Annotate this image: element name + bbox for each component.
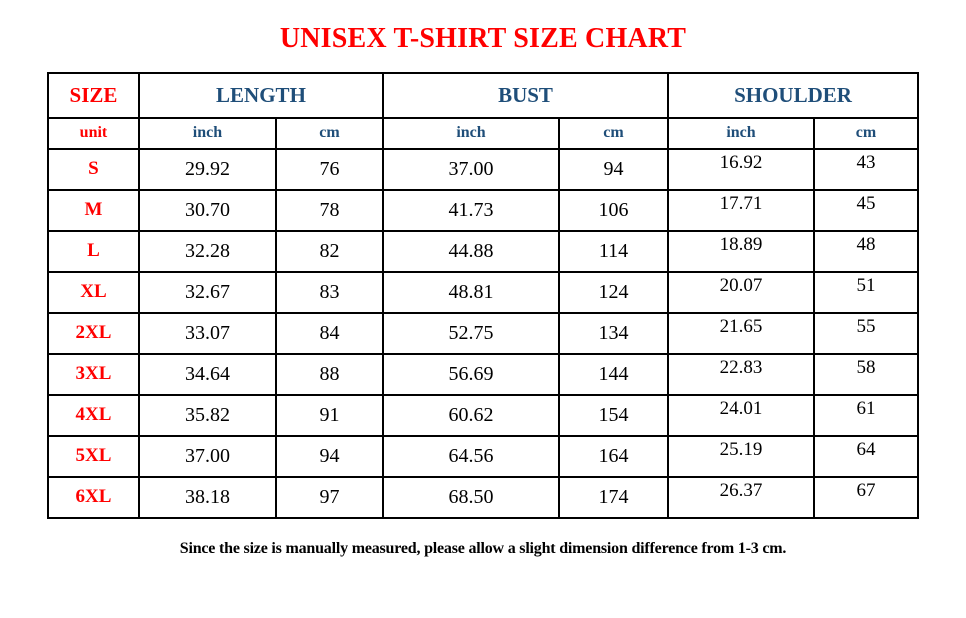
shoulder-cm-cell: 64: [812, 434, 920, 478]
size-label: L: [46, 229, 140, 273]
table-row-4xl: 4XL 35.82 91 60.62 154 24.01 61: [46, 393, 920, 437]
shoulder-cm-cell: 61: [812, 393, 920, 437]
length-cm-cell: 88: [274, 352, 384, 396]
bust-cm-cell: 164: [557, 434, 670, 478]
bust-cm-cell: 114: [557, 229, 670, 273]
size-label: M: [46, 188, 140, 232]
length-inch-cell: 38.18: [137, 475, 277, 519]
shoulder-inch-cell: 22.83: [667, 352, 815, 396]
shoulder-cm-cell: 45: [812, 188, 920, 232]
header-row: SIZE LENGTH BUST SHOULDER: [46, 71, 920, 119]
length-cm-cell: 82: [274, 229, 384, 273]
table-row-l: L 32.28 82 44.88 114 18.89 48: [46, 229, 920, 273]
length-inch-cell: 29.92: [137, 147, 277, 191]
unit-shoulder-inch: inch: [667, 116, 815, 150]
size-chart-table: SIZE LENGTH BUST SHOULDER unit inch cm i…: [46, 71, 920, 519]
table-row-6xl: 6XL 38.18 97 68.50 174 26.37 67: [46, 475, 920, 519]
unit-length-inch: inch: [137, 116, 277, 150]
table-row-s: S 29.92 76 37.00 94 16.92 43: [46, 147, 920, 191]
bust-inch-cell: 41.73: [381, 188, 560, 232]
size-label: 2XL: [46, 311, 140, 355]
length-cm-cell: 97: [274, 475, 384, 519]
shoulder-cm-cell: 58: [812, 352, 920, 396]
size-label: XL: [46, 270, 140, 314]
length-cm-cell: 91: [274, 393, 384, 437]
measurement-disclaimer: Since the size is manually measured, ple…: [179, 539, 787, 557]
bust-cm-cell: 106: [557, 188, 670, 232]
size-label: 6XL: [46, 475, 140, 519]
shoulder-inch-cell: 25.19: [667, 434, 815, 478]
unit-bust-cm: cm: [557, 116, 670, 150]
bust-inch-cell: 60.62: [381, 393, 560, 437]
size-label: 4XL: [46, 393, 140, 437]
shoulder-inch-cell: 21.65: [667, 311, 815, 355]
shoulder-cm-cell: 67: [812, 475, 920, 519]
bust-cm-cell: 124: [557, 270, 670, 314]
shoulder-inch-cell: 16.92: [667, 147, 815, 191]
table-row-5xl: 5XL 37.00 94 64.56 164 25.19 64: [46, 434, 920, 478]
bust-cm-cell: 94: [557, 147, 670, 191]
bust-inch-cell: 44.88: [381, 229, 560, 273]
shoulder-cm-cell: 55: [812, 311, 920, 355]
table-row-3xl: 3XL 34.64 88 56.69 144 22.83 58: [46, 352, 920, 396]
table-row-2xl: 2XL 33.07 84 52.75 134 21.65 55: [46, 311, 920, 355]
length-inch-cell: 33.07: [137, 311, 277, 355]
shoulder-inch-cell: 24.01: [667, 393, 815, 437]
shoulder-inch-cell: 18.89: [667, 229, 815, 273]
size-label: S: [46, 147, 140, 191]
length-inch-cell: 34.64: [137, 352, 277, 396]
length-cm-cell: 83: [274, 270, 384, 314]
shoulder-cm-cell: 43: [812, 147, 920, 191]
size-label: 3XL: [46, 352, 140, 396]
bust-inch-cell: 68.50: [381, 475, 560, 519]
bust-cm-cell: 134: [557, 311, 670, 355]
bust-cm-cell: 154: [557, 393, 670, 437]
shoulder-inch-cell: 17.71: [667, 188, 815, 232]
bust-inch-cell: 64.56: [381, 434, 560, 478]
bust-cm-cell: 174: [557, 475, 670, 519]
size-label: 5XL: [46, 434, 140, 478]
length-inch-cell: 32.67: [137, 270, 277, 314]
unit-label: unit: [46, 116, 140, 150]
unit-length-cm: cm: [274, 116, 384, 150]
length-cm-cell: 94: [274, 434, 384, 478]
bust-inch-cell: 48.81: [381, 270, 560, 314]
unit-row: unit inch cm inch cm inch cm: [46, 116, 920, 150]
header-length: LENGTH: [137, 71, 384, 119]
shoulder-inch-cell: 20.07: [667, 270, 815, 314]
length-inch-cell: 32.28: [137, 229, 277, 273]
shoulder-cm-cell: 51: [812, 270, 920, 314]
bust-inch-cell: 37.00: [381, 147, 560, 191]
length-cm-cell: 76: [274, 147, 384, 191]
bust-inch-cell: 56.69: [381, 352, 560, 396]
header-size: SIZE: [46, 71, 140, 119]
header-shoulder: SHOULDER: [666, 71, 920, 119]
length-cm-cell: 84: [274, 311, 384, 355]
table-row-xl: XL 32.67 83 48.81 124 20.07 51: [46, 270, 920, 314]
bust-cm-cell: 144: [557, 352, 670, 396]
bust-inch-cell: 52.75: [381, 311, 560, 355]
shoulder-inch-cell: 26.37: [667, 475, 815, 519]
shoulder-cm-cell: 48: [812, 229, 920, 273]
page-title: UNISEX T-SHIRT SIZE CHART: [279, 23, 687, 54]
length-inch-cell: 30.70: [137, 188, 277, 232]
table-row-m: M 30.70 78 41.73 106 17.71 45: [46, 188, 920, 232]
length-inch-cell: 35.82: [137, 393, 277, 437]
unit-bust-inch: inch: [381, 116, 560, 150]
header-bust: BUST: [381, 71, 670, 119]
unit-shoulder-cm: cm: [812, 116, 920, 150]
length-cm-cell: 78: [274, 188, 384, 232]
length-inch-cell: 37.00: [137, 434, 277, 478]
